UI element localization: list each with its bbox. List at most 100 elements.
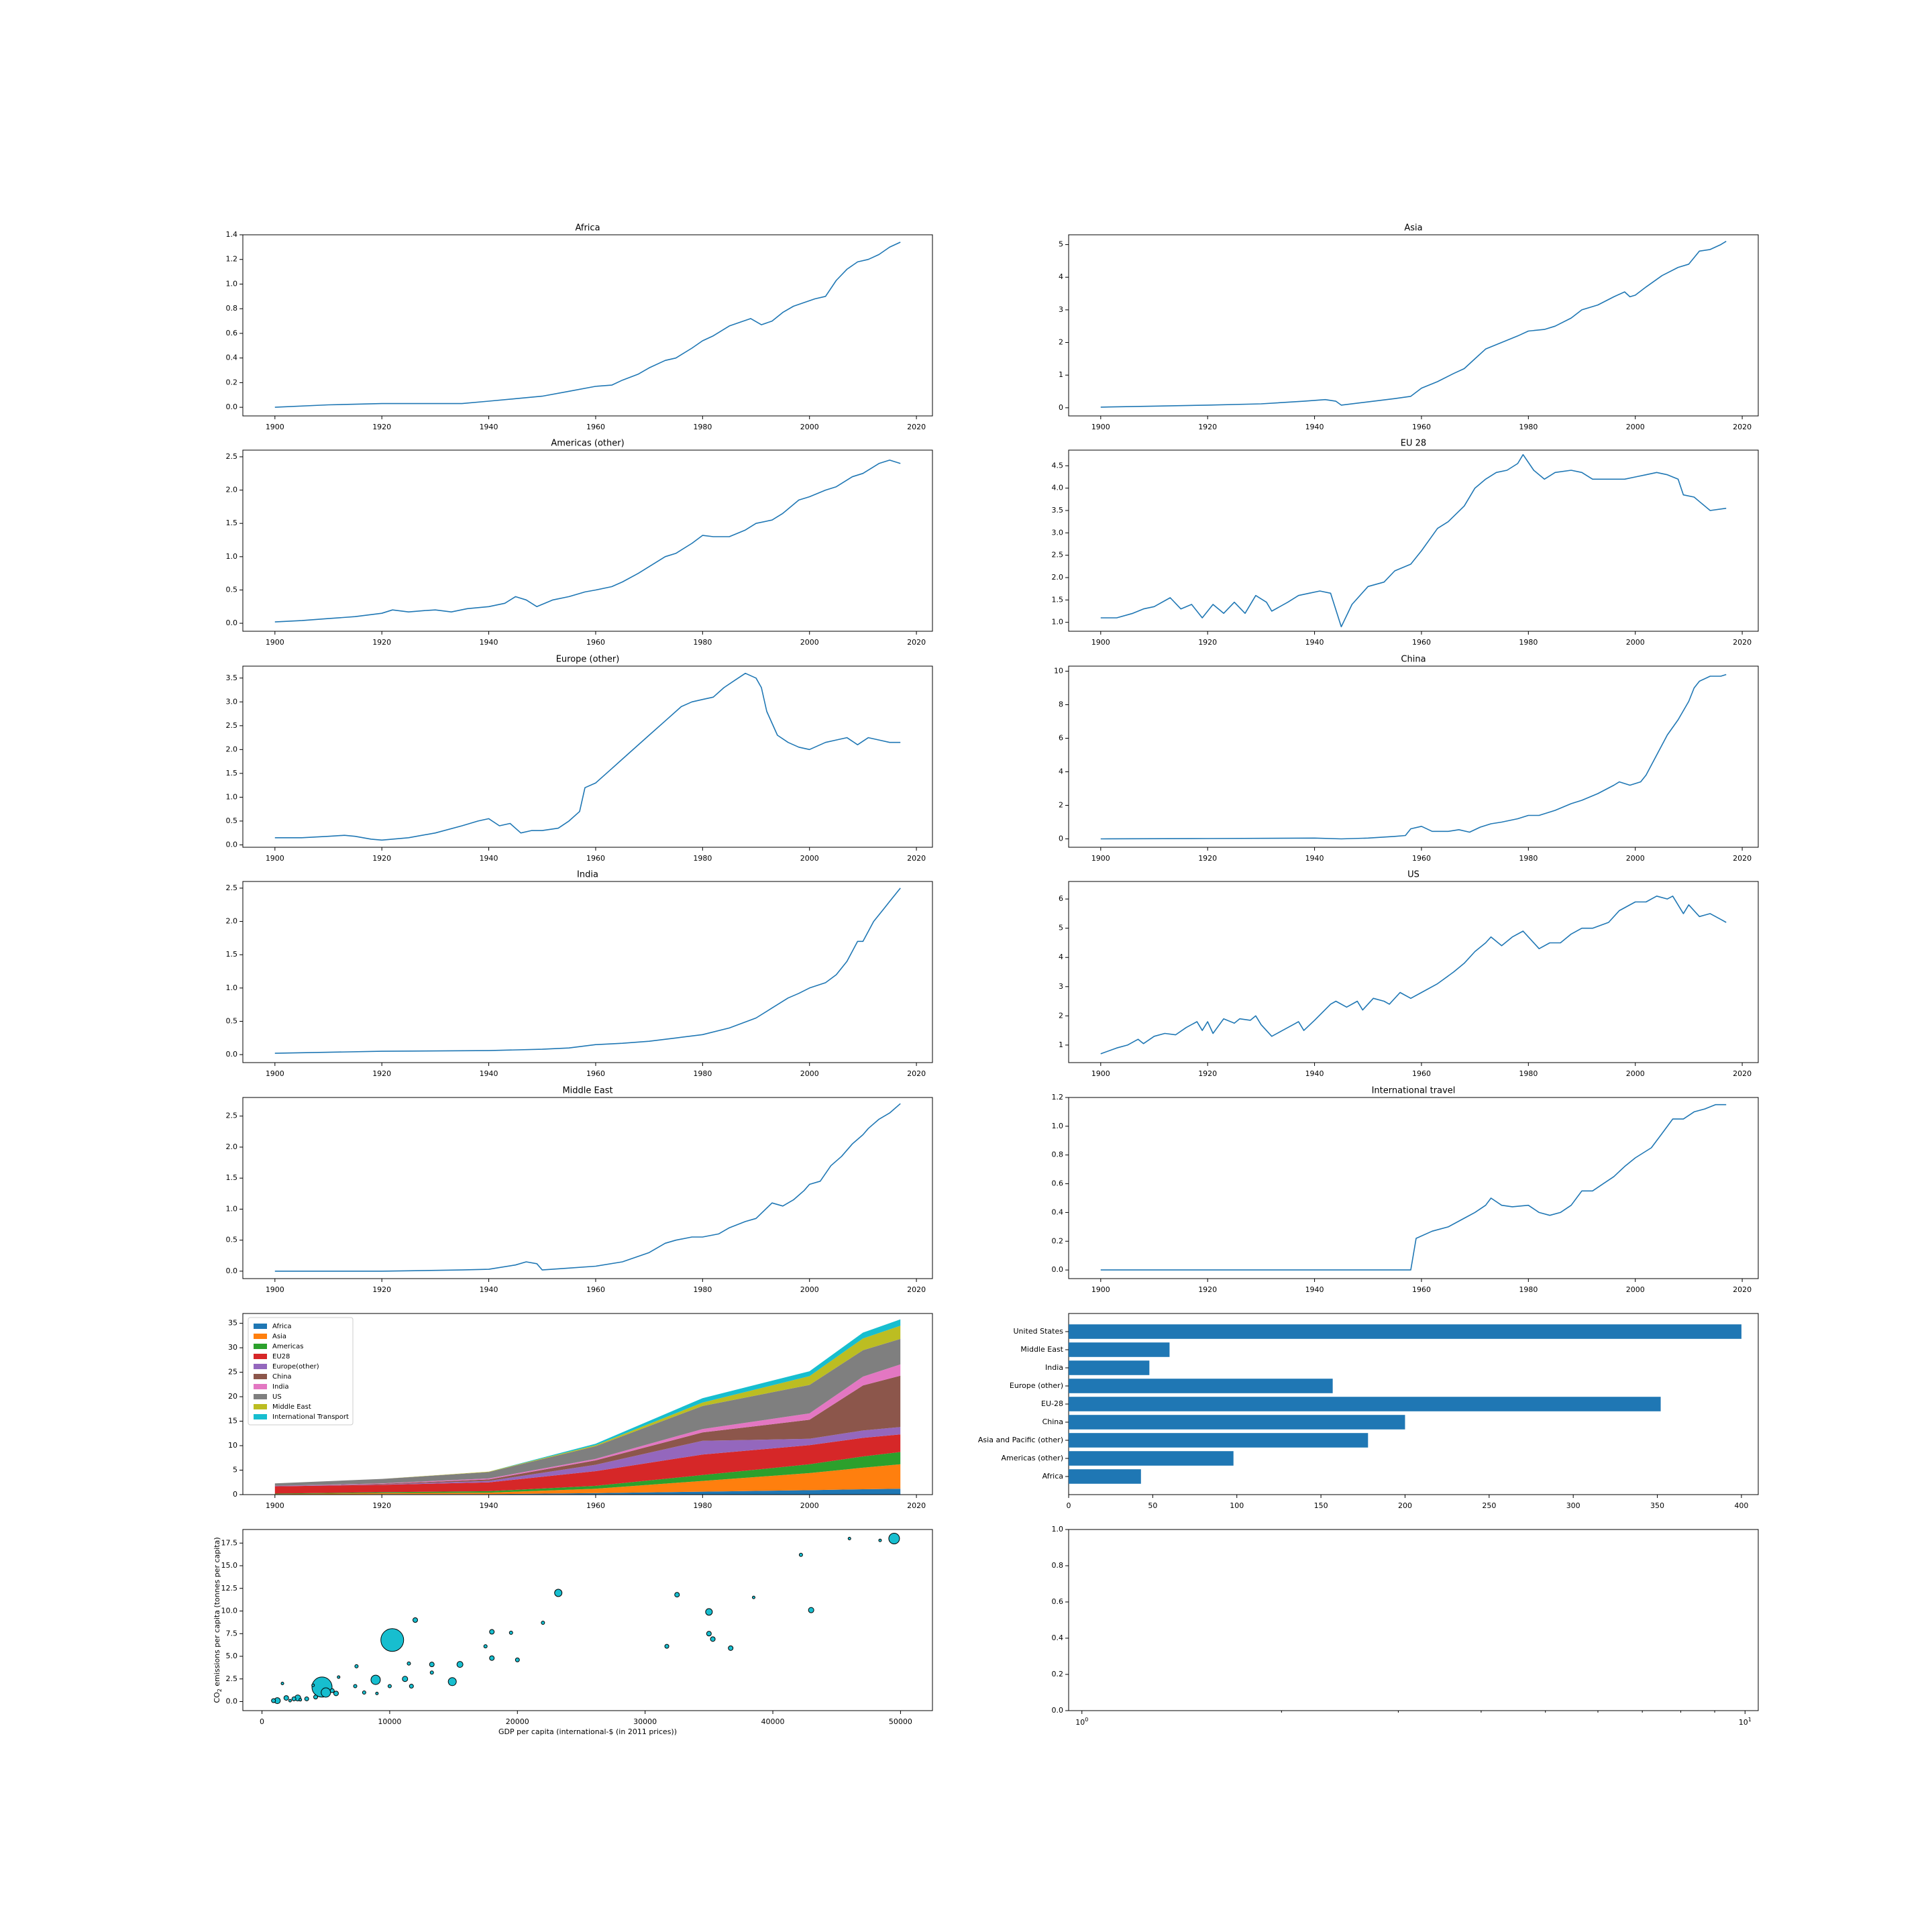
scatter-point xyxy=(280,1682,284,1685)
bar-category-label: Europe (other) xyxy=(1010,1381,1063,1390)
y-tick-label: 30 xyxy=(228,1343,237,1352)
x-tick-label: 2000 xyxy=(1626,854,1645,863)
scatter-point xyxy=(456,1661,464,1668)
scatter-point xyxy=(888,1533,900,1544)
y-tick-label: 35 xyxy=(228,1319,237,1328)
legend-label: Asia xyxy=(272,1333,286,1340)
y-tick-label: 10.0 xyxy=(221,1607,238,1615)
scatter-point xyxy=(329,1688,335,1693)
y-tick-label: 2.0 xyxy=(226,745,238,753)
x-tick-label: 1980 xyxy=(693,1069,712,1078)
axes-frame xyxy=(1068,449,1759,632)
x-tick-exponent: 0 xyxy=(1085,1717,1088,1723)
series-line xyxy=(1100,1104,1727,1271)
x-tick-label: 1960 xyxy=(586,1285,605,1294)
y-tick-label: 2.5 xyxy=(226,883,238,892)
y-tick-label: 5 xyxy=(1059,240,1063,249)
x-tick-label: 1980 xyxy=(1519,423,1538,431)
x-tick-label: 2020 xyxy=(1733,1285,1752,1294)
x-tick-label: 2000 xyxy=(1626,423,1645,431)
area-band xyxy=(274,1464,901,1495)
y-tick-label: 2.5 xyxy=(226,1674,238,1683)
legend-label: US xyxy=(272,1393,282,1401)
x-tick-label: 1940 xyxy=(480,854,498,863)
y-tick-label: 1 xyxy=(1059,1040,1063,1049)
x-tick-label: 2020 xyxy=(907,1501,926,1510)
scatter-point xyxy=(313,1695,319,1700)
x-tick-label: 1920 xyxy=(1198,1285,1217,1294)
bar-category-label: Americas (other) xyxy=(1002,1454,1064,1462)
legend-label: EU28 xyxy=(272,1353,290,1360)
x-tick-label: 200 xyxy=(1398,1501,1412,1510)
x-tick-label: 1980 xyxy=(1519,854,1538,863)
y-tick-label: 2.5 xyxy=(226,1112,238,1120)
scatter-point xyxy=(429,1662,435,1668)
scatter-point xyxy=(271,1698,276,1703)
scatter-point xyxy=(333,1690,339,1697)
area-band xyxy=(274,1434,901,1494)
x-tick-label: 1960 xyxy=(1412,854,1431,863)
bar-category-label: Asia and Pacific (other) xyxy=(978,1436,1063,1444)
scatter-point xyxy=(288,1699,292,1703)
y-tick-label: 8 xyxy=(1059,700,1063,709)
y-tick-label: 10 xyxy=(1054,667,1063,676)
y-tick-label: 0.0 xyxy=(226,840,238,849)
series-line xyxy=(1100,241,1727,408)
legend-swatch xyxy=(254,1354,267,1359)
axes-frame xyxy=(1068,1097,1759,1279)
scatter-point xyxy=(710,1636,716,1642)
x-tick-label: 1900 xyxy=(266,1285,284,1294)
x-tick-label: 1920 xyxy=(372,423,391,431)
legend-box xyxy=(248,1317,354,1426)
scatter-point xyxy=(337,1675,341,1679)
y-tick-label: 2.5 xyxy=(226,721,238,730)
bar-category-label: China xyxy=(1042,1417,1063,1426)
scatter-point xyxy=(321,1687,331,1698)
y-tick-label: 15.0 xyxy=(221,1561,238,1570)
chart-scatter: 0 10000 20000 30000 40000 50000 0.0 2.5 5.0 7.5 10… xyxy=(213,1529,933,1736)
legend-label: Africa xyxy=(272,1323,292,1330)
bar-category-label: Africa xyxy=(1042,1472,1063,1481)
scatter-point xyxy=(515,1657,520,1662)
y-tick-label: 4.5 xyxy=(1052,461,1064,470)
y-tick-label: 2 xyxy=(1059,1011,1063,1020)
y-tick-label: 0.2 xyxy=(226,378,238,386)
x-tick-label: 2000 xyxy=(1626,1285,1645,1294)
x-tick-label: 2020 xyxy=(907,423,926,431)
legend-swatch xyxy=(254,1414,267,1419)
area-band xyxy=(274,1452,901,1495)
y-tick-label: 6 xyxy=(1059,894,1063,903)
axes-frame xyxy=(1068,665,1759,848)
y-tick-label: 1.0 xyxy=(226,983,238,992)
scatter-point xyxy=(283,1695,289,1701)
area-band xyxy=(274,1427,901,1487)
y-tick-label: 6 xyxy=(1059,734,1063,743)
y-tick-label: 4 xyxy=(1059,272,1063,281)
legend-swatch xyxy=(254,1394,267,1399)
x-tick-label: 2020 xyxy=(907,638,926,647)
chart-title: Middle East xyxy=(562,1086,612,1096)
bar xyxy=(1069,1397,1661,1411)
series-line xyxy=(274,460,901,623)
bar xyxy=(1069,1451,1234,1466)
scatter-point xyxy=(554,1589,563,1597)
bar xyxy=(1069,1360,1150,1375)
x-tick-label: 1960 xyxy=(586,423,605,431)
scatter-point xyxy=(483,1644,488,1649)
y-tick-label: 1.4 xyxy=(226,230,238,239)
y-tick-label: 2 xyxy=(1059,338,1063,347)
y-tick-label: 0.2 xyxy=(1052,1236,1064,1245)
chart-title: Asia xyxy=(1404,223,1422,233)
x-tick-label: 2000 xyxy=(800,423,819,431)
y-tick-label: 1.5 xyxy=(226,1173,238,1182)
x-tick-label: 1940 xyxy=(480,1501,498,1510)
x-tick-label: 1920 xyxy=(372,854,391,863)
series-line xyxy=(1100,896,1727,1055)
bar xyxy=(1069,1433,1368,1448)
series-line xyxy=(1100,453,1727,628)
legend-label: China xyxy=(272,1373,292,1381)
bar xyxy=(1069,1379,1333,1393)
series-line xyxy=(274,241,901,408)
x-tick-label: 1980 xyxy=(1519,1069,1538,1078)
y-tick-label: 0.5 xyxy=(226,816,238,825)
